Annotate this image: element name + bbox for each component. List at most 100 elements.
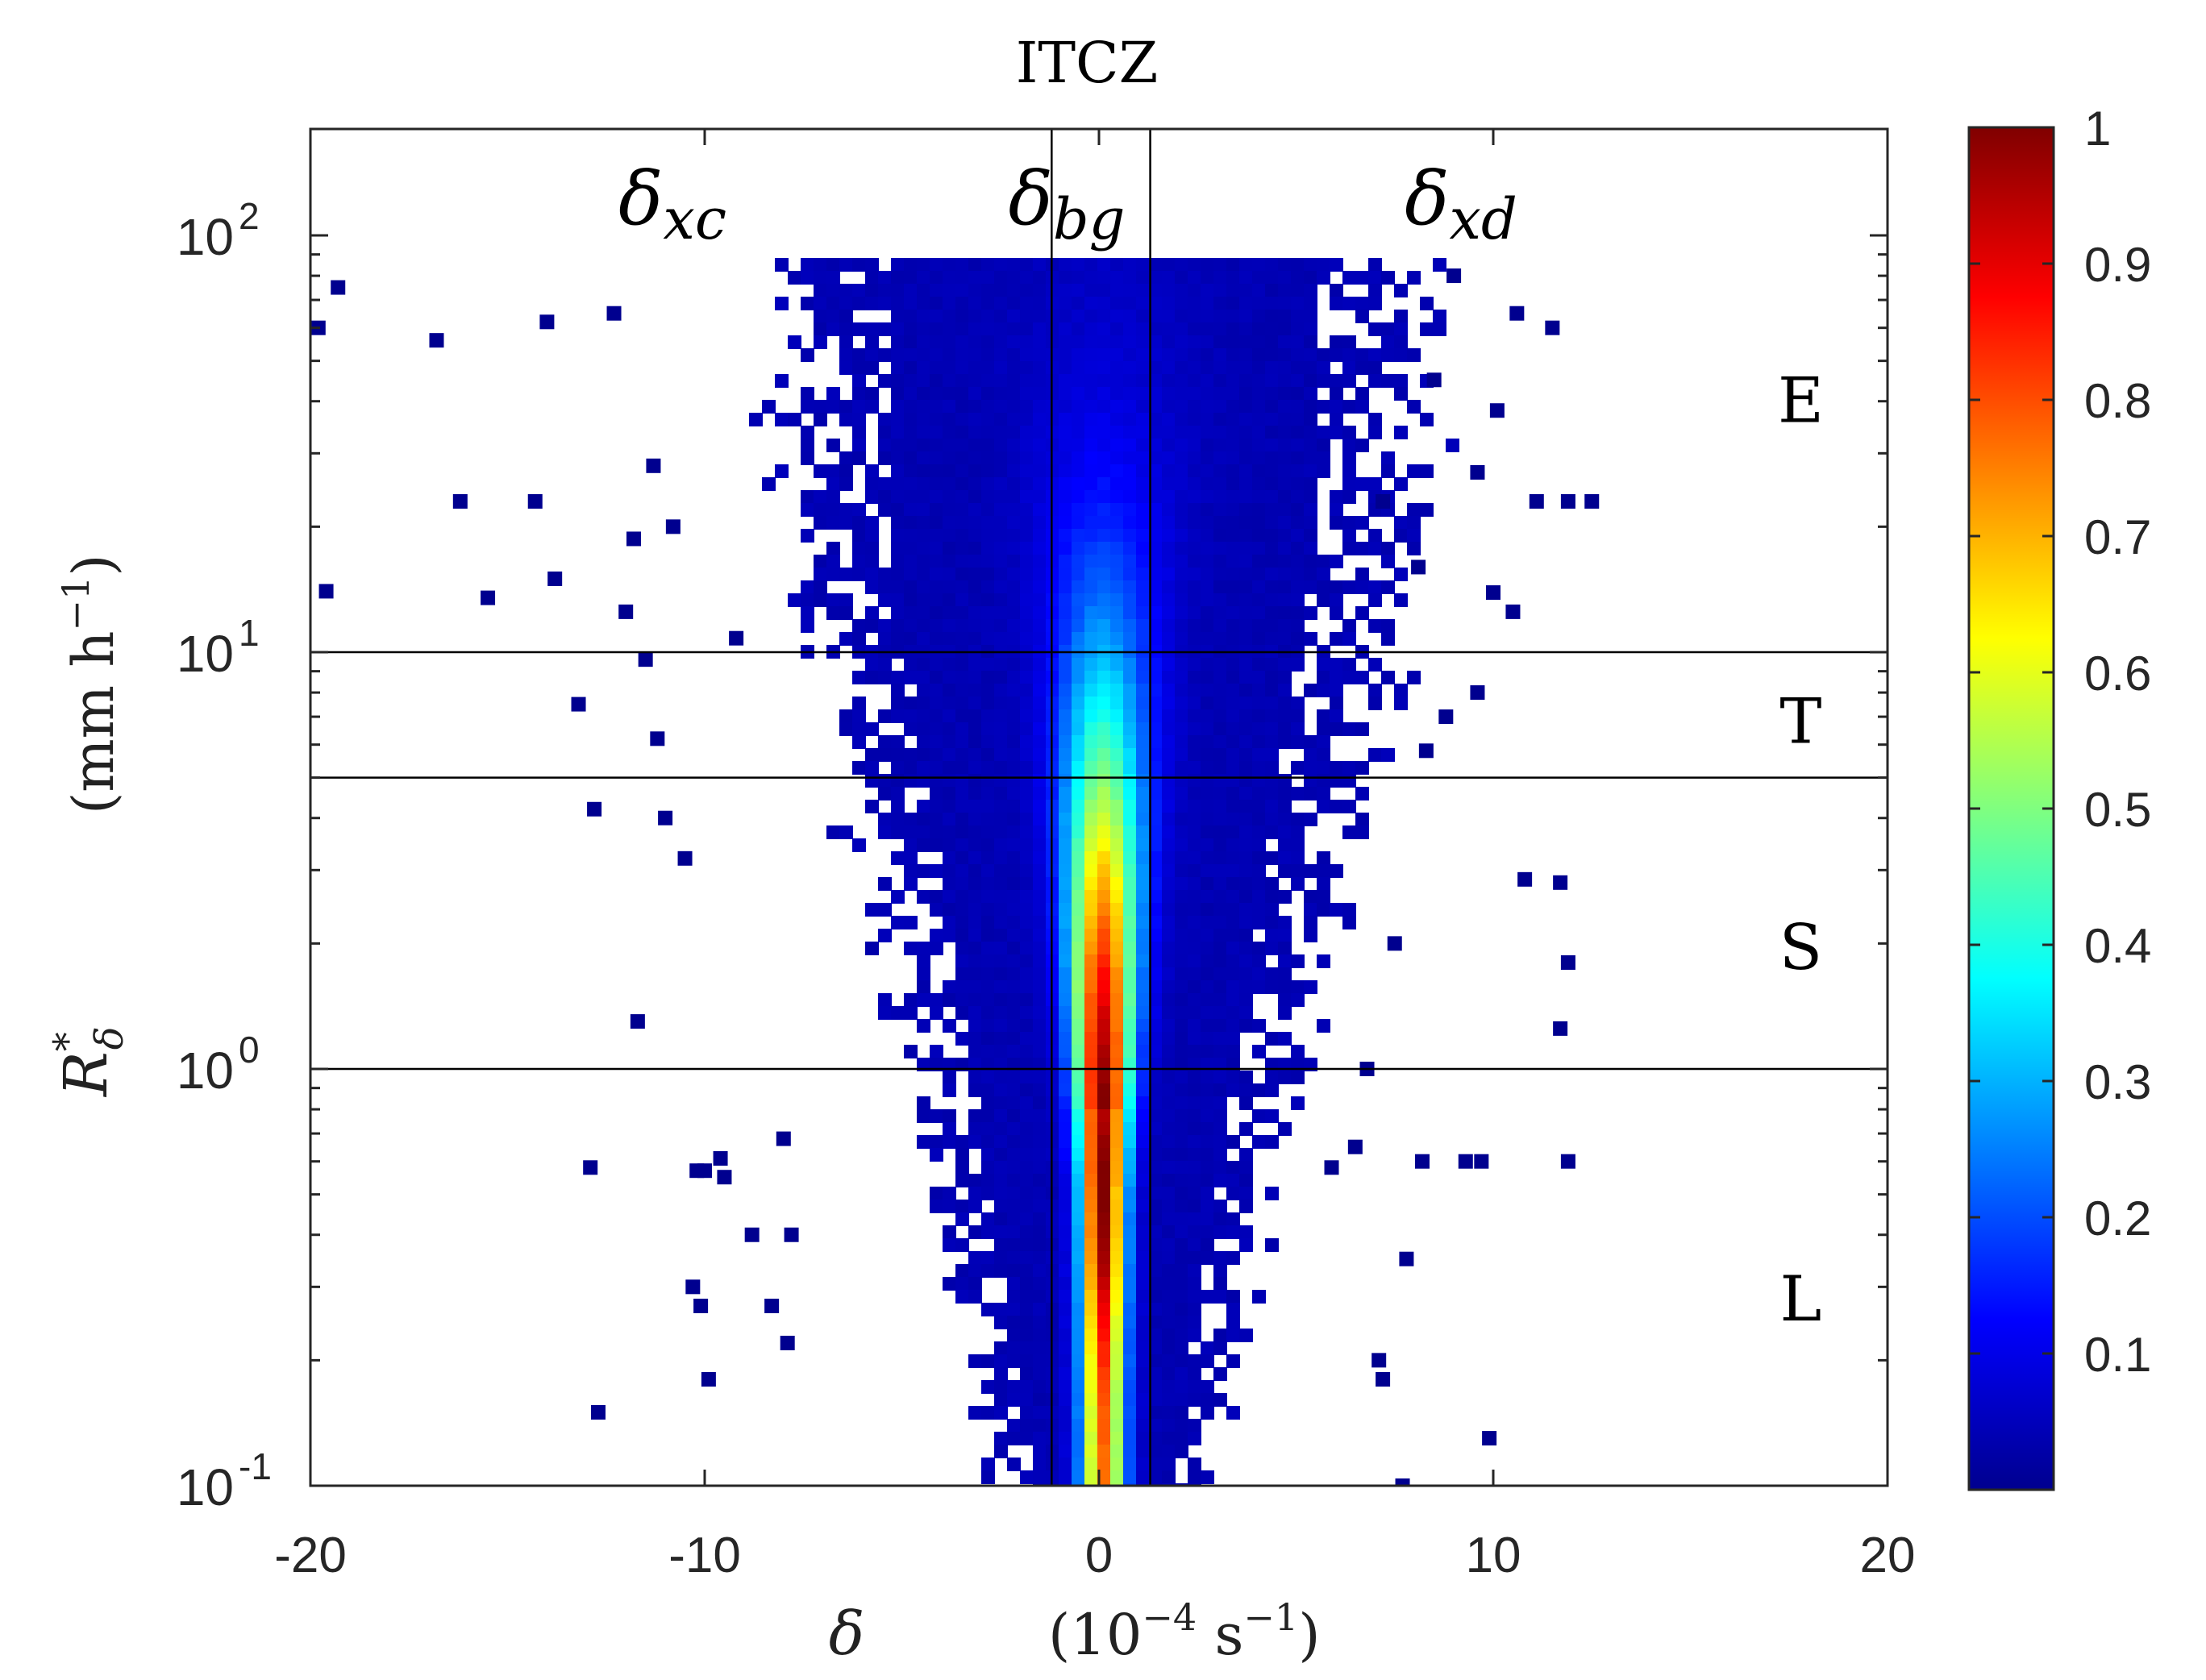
density-cell [1123,684,1137,697]
density-cell [1033,1174,1047,1187]
density-cell [1097,451,1111,465]
density-cell [1033,451,1047,465]
column-labels: δxc δbg δxd [618,156,1517,252]
density-cell [1110,400,1124,414]
density-cell [1213,374,1227,388]
density-cell [1162,439,1176,452]
density-cell [1278,671,1292,684]
density-cell [1097,580,1111,594]
density-cell [1175,1006,1188,1020]
density-cell [1097,1096,1111,1110]
density-cell [1201,374,1214,388]
density-cell [1317,361,1330,375]
density-cell [1110,903,1124,917]
density-cell [955,787,969,800]
density-cell [749,413,763,426]
density-cell [981,1122,995,1136]
density-cell [1188,877,1201,891]
density-cell [1123,477,1137,491]
density-cell [775,464,789,478]
density-cell [981,1032,995,1046]
density-cell [1084,516,1098,530]
density-cell [981,954,995,968]
density-cell [1020,387,1034,401]
density-cell [1188,619,1201,633]
density-cell [1291,580,1305,594]
density-cell [1097,619,1111,633]
density-cell [943,426,956,439]
density-cell [1020,568,1034,581]
density-cell [1407,464,1421,478]
density-cell [1084,1174,1098,1187]
density-cell [1110,1174,1124,1187]
density-cell [1201,451,1214,465]
density-cell [1226,1019,1240,1033]
density-cell [994,697,1008,710]
density-cell [826,271,840,285]
density-cell [917,619,930,633]
outlier-point [1482,1431,1497,1446]
density-cell [1149,1238,1163,1252]
density-cell [1265,800,1279,813]
density-cell [1162,632,1176,646]
density-cell [955,838,969,852]
density-cell [1007,1380,1021,1394]
density-cell [1123,774,1137,788]
density-cell [1072,864,1085,878]
density-cell [1097,1187,1111,1200]
density-cell [1317,593,1330,607]
density-cell [1188,1200,1201,1213]
density-cell [1188,697,1201,710]
density-cell [917,800,930,813]
density-cell [1033,1458,1047,1471]
density-cell [981,1354,995,1368]
density-cell [1033,322,1047,336]
density-cell [1020,1406,1034,1420]
density-cell [1020,400,1034,414]
density-cell [1342,825,1356,839]
density-cell [1110,877,1124,891]
density-cell [1265,1071,1279,1084]
density-cell [1084,335,1098,349]
density-cell [1059,1290,1072,1304]
density-cell [1175,709,1188,723]
density-cell [1420,464,1434,478]
density-cell [1033,477,1047,491]
density-cell [1033,709,1047,723]
density-cell [1213,800,1227,813]
density-cell [1213,503,1227,517]
density-cell [1020,477,1034,491]
density-cell [1278,451,1292,465]
density-cell [1342,297,1356,310]
density-cell [1059,555,1072,568]
density-cell [801,606,814,620]
density-cell [878,374,892,388]
density-cell [1059,671,1072,684]
density-cell [930,490,943,504]
density-cell [1355,477,1369,491]
density-cell [1097,1174,1111,1187]
density-cell [917,735,930,749]
density-cell [865,477,879,491]
density-cell [1213,813,1227,826]
outlier-point [693,1298,709,1313]
density-cell [1317,890,1330,904]
density-cell [1162,271,1176,285]
density-cell [826,606,840,620]
density-cell [1007,890,1021,904]
density-cell [904,838,918,852]
density-cell [968,735,982,749]
density-cell [1278,335,1292,349]
density-cell [1162,954,1176,968]
density-cell [1368,426,1382,439]
density-cell [1175,348,1188,362]
density-cell [1291,322,1305,336]
density-cell [1097,464,1111,478]
density-cell [1072,335,1085,349]
density-cell [1110,942,1124,955]
density-cell [891,580,905,594]
density-cell [955,258,969,272]
density-cell [1007,322,1021,336]
density-cell [981,903,995,917]
